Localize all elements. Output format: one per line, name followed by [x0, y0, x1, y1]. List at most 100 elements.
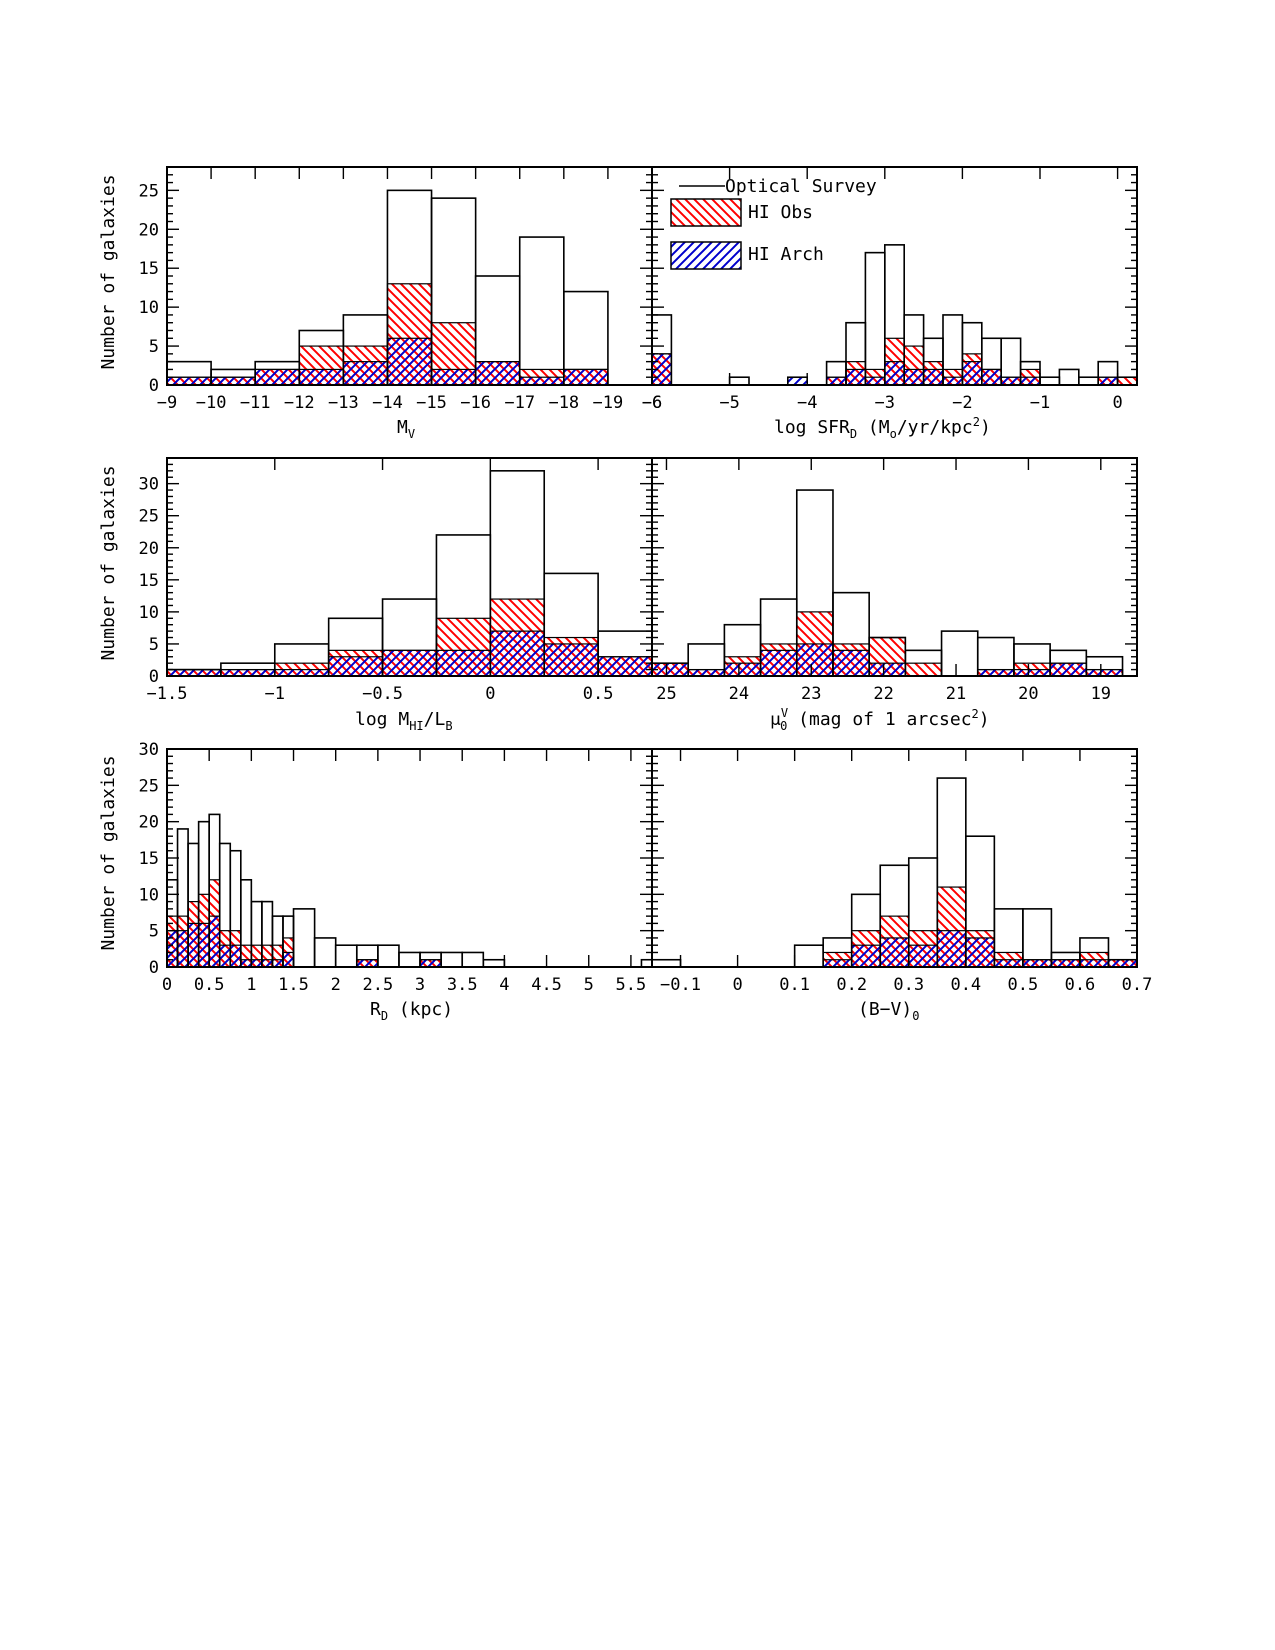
bar-mu-hi-arch-4 — [796, 643, 834, 677]
bar-sfr-optical-4 — [728, 376, 750, 386]
xtick-label-mv-10: −19 — [593, 393, 624, 413]
bar-sfr-hi-arch-11 — [864, 376, 886, 386]
xtick-label-rd-0: 0 — [162, 975, 172, 995]
xtick-label-mu-6: 19 — [1091, 684, 1111, 704]
xtick-label-mhi-1: −1 — [265, 684, 285, 704]
bar-rd-hi-arch-2 — [187, 922, 200, 968]
ytick-label-rd-30: 30 — [139, 740, 159, 760]
ytick-label-mhi-5: 5 — [149, 635, 159, 655]
panel-rd: 0 5 10 15 20 25 30 0 0.5 1 1.5 2 2.5 3 3.5 4 4.5 5 5.5 — [139, 740, 653, 995]
bar-mv-hi-arch-2 — [254, 368, 300, 386]
xlabel-sfr: log SFRD (Mo/yr/kpc2) — [774, 415, 991, 441]
xtick-label-mu-5: 20 — [1018, 684, 1038, 704]
xlabel-bv: (B−V)0 — [858, 999, 919, 1023]
xtick-label-mu-3: 22 — [873, 684, 893, 704]
bar-bv-hi-arch-11 — [1050, 959, 1081, 968]
xtick-label-rd-6: 3 — [415, 975, 425, 995]
xtick-label-mv-4: −13 — [328, 393, 359, 413]
bar-mv-hi-arch-6 — [430, 368, 477, 386]
bar-sfr-hi-arch-14 — [922, 368, 944, 386]
bar-rd-optical-19 — [440, 951, 464, 968]
bar-bv-hi-arch-3 — [822, 959, 853, 968]
ytick-label-mv-15: 15 — [139, 259, 159, 279]
legend-hi-arch-label: HI Arch — [748, 244, 824, 265]
xtick-label-sfr-4: −2 — [952, 393, 972, 413]
xtick-label-mu-0: 25 — [656, 684, 676, 704]
ytick-label-mhi-10: 10 — [139, 603, 159, 623]
bar-sfr-hi-obs-24 — [1116, 376, 1138, 386]
bar-sfr-hi-arch-10 — [845, 368, 866, 386]
xtick-label-sfr-1: −5 — [719, 393, 739, 413]
xtick-label-sfr-5: −1 — [1030, 393, 1050, 413]
bar-bv-hi-arch-7 — [936, 930, 967, 968]
bar-sfr-optical-22 — [1078, 376, 1100, 386]
xtick-label-mv-2: −11 — [240, 393, 271, 413]
bar-rd-optical-24 — [640, 958, 653, 968]
bar-rd-hi-arch-8 — [250, 959, 263, 968]
xtick-label-mv-7: −16 — [460, 393, 491, 413]
panel-mu: 25 24 23 22 21 20 19 — [651, 457, 1138, 704]
bar-bv-hi-arch-5 — [879, 937, 910, 968]
panel-sfr: −6 −5 −4 −3 −2 −1 0 — [642, 166, 1138, 413]
bar-sfr-hi-arch-17 — [981, 368, 1002, 386]
bar-bv-hi-arch-13 — [1107, 959, 1138, 968]
xtick-label-bv-3: 0.2 — [836, 975, 867, 995]
bar-rd-hi-arch-3 — [198, 922, 210, 968]
bar-sfr-hi-arch-18 — [1000, 376, 1022, 386]
xtick-label-mhi-4: 0.5 — [583, 684, 614, 704]
xtick-label-mv-11: −6 — [642, 393, 662, 413]
xtick-label-bv-2: 0.1 — [779, 975, 810, 995]
ytick-label-mv-25: 25 — [139, 181, 159, 201]
xlabel-mhi: log MHI/LB — [355, 709, 453, 733]
bar-rd-hi-arch-18 — [419, 959, 442, 968]
bar-sfr-hi-arch-15 — [942, 376, 963, 386]
bar-rd-hi-arch-11 — [282, 951, 295, 968]
bar-bv-hi-arch-12 — [1079, 959, 1110, 968]
ytick-label-rd-5: 5 — [149, 922, 159, 942]
xtick-label-mv-8: −17 — [504, 393, 535, 413]
bar-mv-optical-8 — [518, 236, 565, 386]
xtick-label-rd-3: 1.5 — [278, 975, 309, 995]
bar-rd-optical-20 — [461, 951, 485, 968]
xtick-label-bv-0: −0.1 — [660, 975, 701, 995]
xtick-label-rd-9: 4.5 — [531, 975, 562, 995]
xtick-label-mv-9: −18 — [548, 393, 579, 413]
bar-mv-hi-arch-9 — [563, 368, 609, 386]
xtick-label-mhi-2: −0.5 — [362, 684, 403, 704]
legend-hi-obs-label: HI Obs — [748, 202, 813, 223]
xtick-label-rd-5: 2.5 — [363, 975, 394, 995]
xtick-label-mu-4: 21 — [946, 684, 966, 704]
ytick-label-mhi-0: 0 — [149, 667, 159, 687]
legend-hi-obs-swatch — [670, 198, 742, 227]
xtick-label-mv-6: −15 — [416, 393, 447, 413]
bar-sfr-optical-21 — [1058, 368, 1080, 386]
bar-rd-hi-arch-15 — [356, 959, 379, 968]
xtick-label-mhi-0: −1.5 — [147, 684, 188, 704]
xtick-label-bv-5: 0.4 — [950, 975, 981, 995]
bar-bv-optical-0 — [651, 958, 682, 968]
bar-sfr-hi-arch-9 — [825, 376, 847, 386]
xtick-label-bv-1: 0 — [732, 975, 742, 995]
bar-rd-optical-17 — [398, 951, 421, 968]
bar-bv-hi-arch-9 — [993, 959, 1024, 968]
xtick-label-rd-2: 1 — [246, 975, 256, 995]
bar-rd-hi-arch-7 — [240, 959, 252, 968]
xlabel-rd: RD (kpc) — [370, 999, 453, 1023]
ytick-label-mhi-25: 25 — [139, 507, 159, 527]
bar-sfr-hi-arch-19 — [1019, 376, 1041, 386]
bar-bv-optical-2 — [793, 944, 824, 968]
xtick-label-bv-4: 0.3 — [893, 975, 924, 995]
bar-sfr-hi-arch-16 — [961, 361, 983, 386]
ytick-label-mv-20: 20 — [139, 220, 159, 240]
xlabel-mv: MV — [397, 417, 415, 441]
panel-bv: −0.1 0 0.1 0.2 0.3 0.4 0.5 0.6 0.7 — [651, 748, 1152, 995]
xtick-label-rd-1: 0.5 — [194, 975, 225, 995]
bar-mv-hi-arch-8 — [519, 376, 565, 386]
bar-mhi-hi-arch-6 — [489, 630, 545, 677]
bar-sfr-optical-11 — [864, 251, 886, 386]
xtick-label-mv-0: −9 — [157, 393, 177, 413]
bar-mu-hi-obs-7 — [904, 662, 943, 677]
bar-mv-hi-arch-3 — [298, 368, 344, 386]
